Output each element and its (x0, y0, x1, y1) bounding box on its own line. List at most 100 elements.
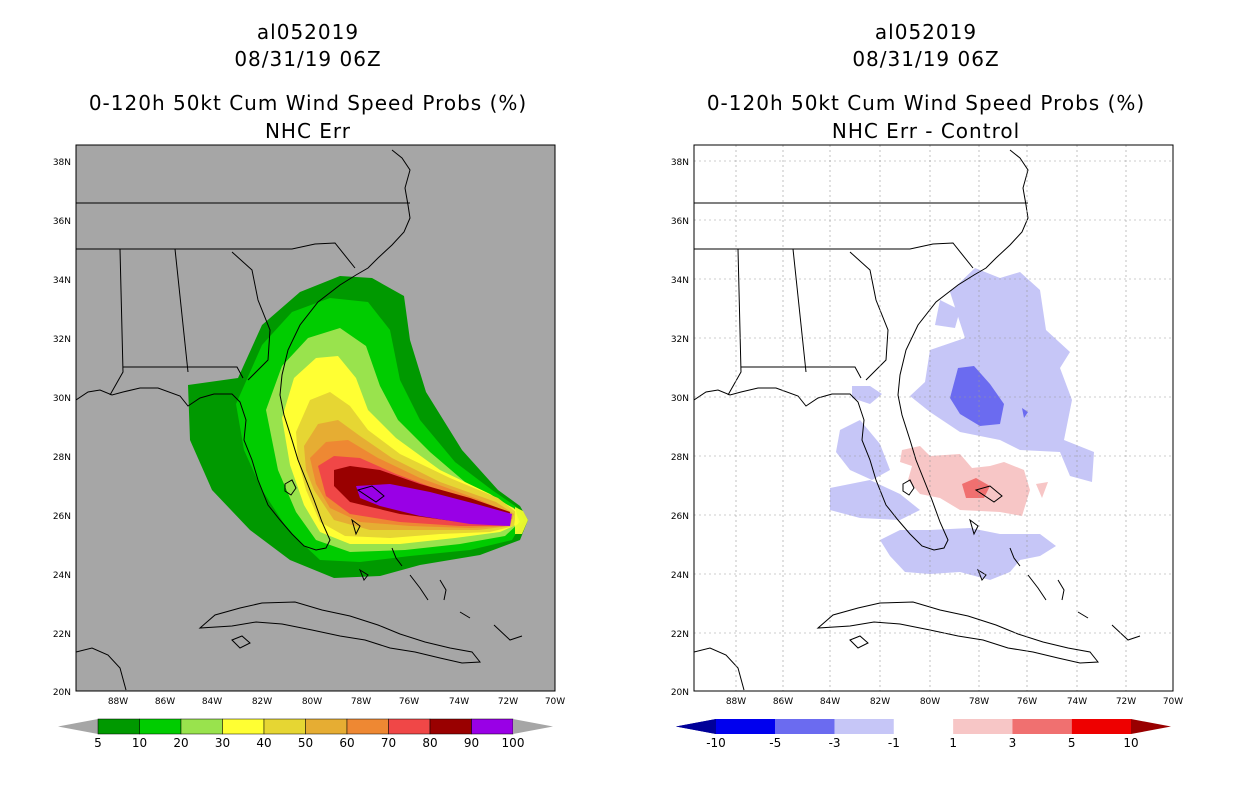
left-lon-label: 82W (252, 697, 272, 707)
right-product-title: 0-120h 50kt Cum Wind Speed Probs (%) (706, 91, 1146, 115)
right-axis-labels: 38N 36N 34N 32N 30N 28N 26N 24N 22N 20N 88W 86W 84W 8… (671, 158, 1183, 707)
left-colorbar-label: 5 (94, 736, 102, 750)
left-datetime: 08/31/19 06Z (234, 47, 382, 71)
left-colorbar-swatch (388, 718, 431, 735)
left-colorbar-swatch (305, 718, 348, 735)
right-lat-label: 38N (671, 158, 689, 168)
right-colorbar: -10 -5 -3 -1 1 3 5 10 (676, 719, 1171, 750)
right-colorbar-over-arrow (1131, 719, 1171, 734)
left-colorbar-swatch (471, 718, 514, 735)
left-colorbar-swatch (263, 718, 306, 735)
right-colorbar-swatch (716, 719, 776, 734)
left-lat-label: 22N (53, 630, 71, 640)
left-lon-label: 70W (545, 697, 565, 707)
left-colorbar-swatch (346, 718, 389, 735)
left-lon-label: 84W (202, 697, 222, 707)
left-colorbar-label: 70 (381, 736, 396, 750)
right-colorbar-label: -10 (706, 736, 726, 750)
right-map (693, 144, 1174, 692)
right-lon-label: 76W (1017, 697, 1037, 707)
left-lat-label: 24N (53, 571, 71, 581)
right-datetime: 08/31/19 06Z (852, 47, 1000, 71)
left-colorbar-label: 60 (339, 736, 354, 750)
right-subtitle: NHC Err - Control (831, 119, 1021, 143)
left-lat-label: 20N (53, 688, 71, 698)
left-lon-label: 78W (351, 697, 371, 707)
left-map (75, 144, 556, 692)
left-lon-label: 88W (108, 697, 128, 707)
right-lat-label: 32N (671, 335, 689, 345)
right-lat-label: 24N (671, 571, 689, 581)
left-colorbar-swatch (139, 718, 182, 735)
right-lat-label: 36N (671, 217, 689, 227)
left-lon-label: 72W (498, 697, 518, 707)
left-colorbar: 5 10 20 30 40 50 60 70 80 90 100 (58, 718, 553, 750)
left-lat-label: 34N (53, 276, 71, 286)
right-colorbar-label: -5 (769, 736, 781, 750)
left-lat-label: 36N (53, 217, 71, 227)
left-lon-label: 74W (449, 697, 469, 707)
right-colorbar-label: 1 (949, 736, 957, 750)
left-colorbar-label: 10 (132, 736, 147, 750)
left-lat-label: 26N (53, 512, 71, 522)
left-product-title: 0-120h 50kt Cum Wind Speed Probs (%) (88, 91, 528, 115)
left-lat-label: 30N (53, 394, 71, 404)
left-colorbar-under-arrow (58, 719, 98, 734)
right-difference-contours (830, 268, 1094, 580)
left-lat-label: 38N (53, 158, 71, 168)
left-colorbar-label: 100 (502, 736, 525, 750)
right-lat-label: 26N (671, 512, 689, 522)
right-lon-label: 88W (726, 697, 746, 707)
right-lat-label: 34N (671, 276, 689, 286)
right-colorbar-label: 10 (1123, 736, 1138, 750)
left-subtitle: NHC Err (264, 119, 352, 143)
right-lon-label: 74W (1067, 697, 1087, 707)
right-map-background (694, 145, 1173, 691)
right-colorbar-swatch (1071, 719, 1131, 734)
right-colorbar-label: -1 (888, 736, 900, 750)
left-lat-label: 32N (53, 335, 71, 345)
right-map-frame (693, 144, 1174, 692)
right-colorbar-swatch (1012, 719, 1072, 734)
right-colorbar-label: 5 (1068, 736, 1076, 750)
right-lon-label: 82W (870, 697, 890, 707)
left-probability-contours (188, 276, 528, 578)
right-colorbar-under-arrow (676, 719, 716, 734)
left-colorbar-label: 40 (256, 736, 271, 750)
right-lat-label: 22N (671, 630, 689, 640)
left-colorbar-swatch (429, 718, 472, 735)
right-colorbar-swatch (834, 719, 894, 734)
right-lon-label: 78W (969, 697, 989, 707)
right-lon-label: 72W (1116, 697, 1136, 707)
right-lat-label: 20N (671, 688, 689, 698)
right-colorbar-swatch (953, 719, 1013, 734)
left-colorbar-over-arrow (513, 719, 553, 734)
right-colorbar-swatch (775, 719, 835, 734)
right-lon-label: 70W (1163, 697, 1183, 707)
left-lon-label: 80W (302, 697, 322, 707)
right-lon-label: 80W (920, 697, 940, 707)
left-axis-labels: 38N 36N 34N 32N 30N 28N 26N 24N 22N 20N 88W 86W 84W 8… (53, 158, 565, 707)
right-colorbar-label: -3 (829, 736, 841, 750)
left-colorbar-swatch (222, 718, 265, 735)
right-lat-label: 30N (671, 394, 689, 404)
left-colorbar-label: 80 (422, 736, 437, 750)
left-colorbar-label: 20 (173, 736, 188, 750)
left-storm-id: al052019 (256, 20, 360, 44)
right-lat-label: 28N (671, 453, 689, 463)
left-colorbar-label: 90 (464, 736, 479, 750)
left-map-frame (75, 144, 556, 692)
left-colorbar-swatch (97, 718, 140, 735)
right-colorbar-swatch (893, 719, 954, 734)
right-lon-label: 86W (773, 697, 793, 707)
left-lat-label: 28N (53, 453, 71, 463)
left-lon-label: 76W (399, 697, 419, 707)
left-colorbar-label: 30 (215, 736, 230, 750)
right-lon-label: 84W (820, 697, 840, 707)
left-colorbar-label: 50 (298, 736, 313, 750)
left-colorbar-swatch (180, 718, 223, 735)
left-lon-label: 86W (155, 697, 175, 707)
right-colorbar-label: 3 (1009, 736, 1017, 750)
right-storm-id: al052019 (874, 20, 978, 44)
